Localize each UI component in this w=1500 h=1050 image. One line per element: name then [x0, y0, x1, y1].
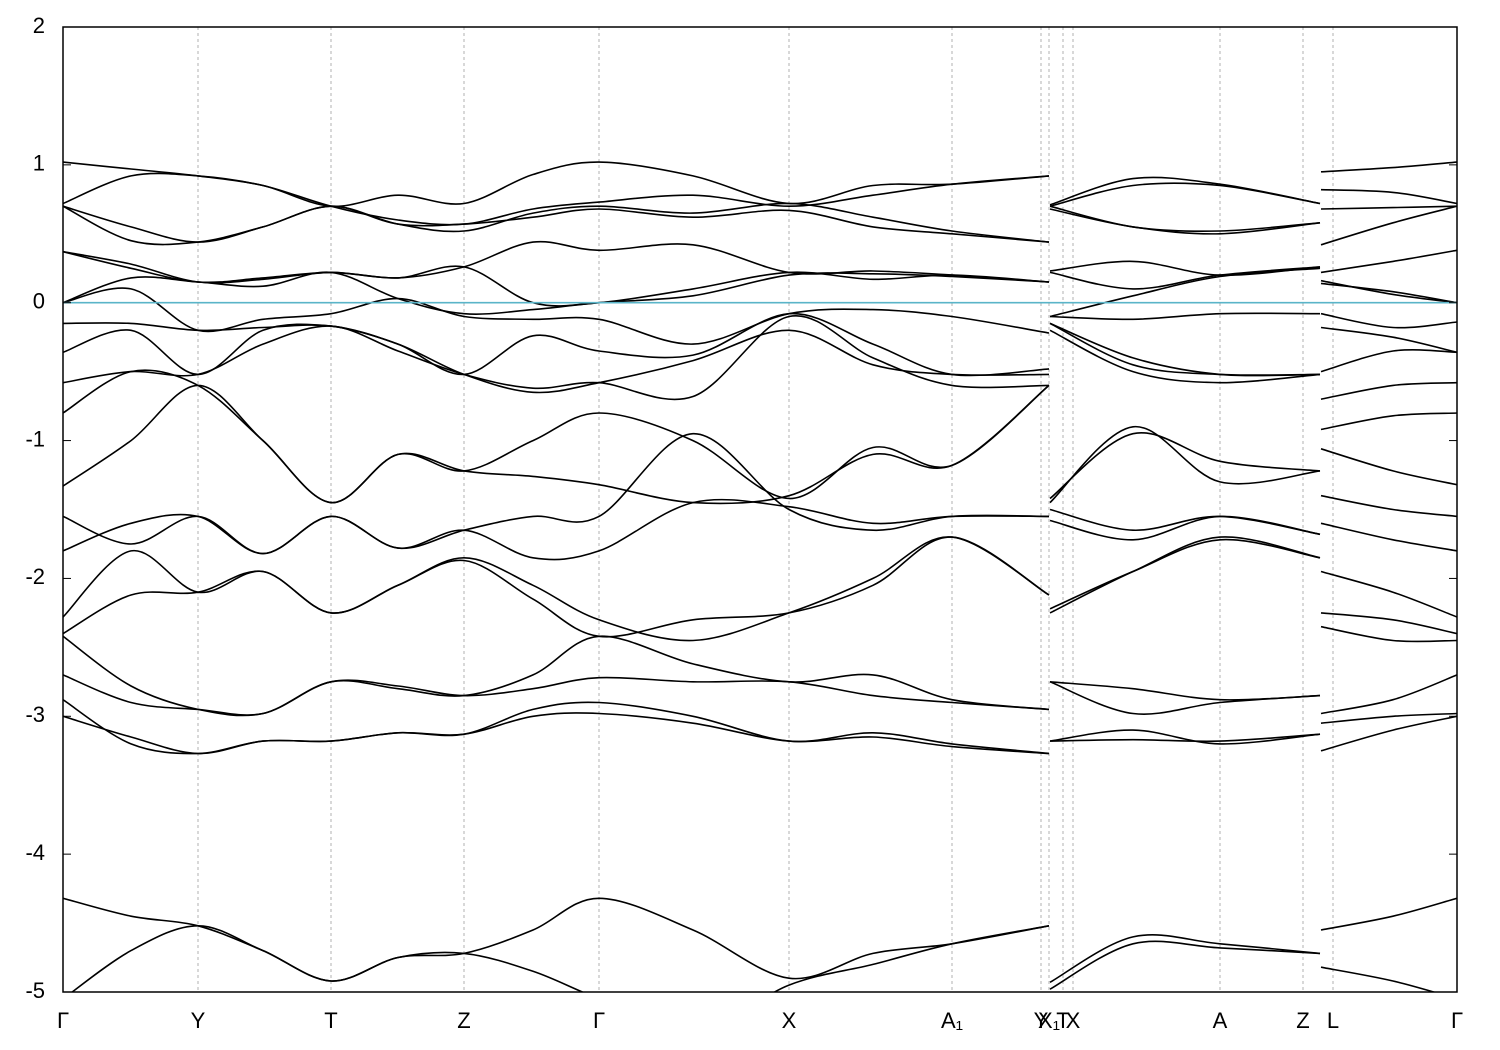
- band-line: [63, 432, 1457, 555]
- band-line: [63, 897, 1457, 984]
- x-tick-label: T: [324, 1008, 337, 1033]
- bands-layer: [63, 161, 1457, 992]
- band-line: [63, 287, 1457, 345]
- y-tick-label: 2: [33, 13, 45, 38]
- band-line: [63, 384, 1457, 505]
- band-line: [63, 712, 1457, 755]
- y-tick-label: -3: [25, 702, 45, 727]
- x-tick-label: X: [1066, 1008, 1081, 1033]
- y-tick-label: -4: [25, 840, 45, 865]
- y-tick-label: 1: [33, 151, 45, 176]
- x-tick-label: Γ: [1451, 1008, 1463, 1033]
- x-tick-label: Γ: [593, 1008, 605, 1033]
- x-tick-label: T: [1056, 1008, 1069, 1033]
- band-line: [63, 202, 1457, 246]
- band-line: [63, 312, 1457, 377]
- x-tick-label: L: [1327, 1008, 1339, 1033]
- x-tick-label: A: [1213, 1008, 1228, 1033]
- band-line: [70, 924, 1437, 992]
- band-line: [63, 161, 1457, 208]
- y-tick-label: 0: [33, 289, 45, 314]
- plot-frame: [62, 26, 1458, 993]
- band-line: [63, 498, 1457, 561]
- x-tick-label: A₁: [941, 1008, 963, 1033]
- grid-layer: [62, 27, 1458, 992]
- band-line: [63, 536, 1457, 638]
- x-tick-label: Y: [1034, 1008, 1049, 1033]
- band-line: [63, 625, 1457, 717]
- band-line: [63, 267, 1457, 318]
- x-tick-label: X₁: [1038, 1008, 1060, 1033]
- y-tick-label: -2: [25, 564, 45, 589]
- band-line: [63, 205, 1457, 243]
- band-line: [63, 674, 1457, 716]
- band-line: [63, 172, 1457, 226]
- x-tick-label: X: [782, 1008, 797, 1033]
- x-tick-label: Z: [1296, 1008, 1309, 1033]
- y-tick-label: -1: [25, 426, 45, 451]
- x-tick-label: Γ: [57, 1008, 69, 1033]
- band-line: [63, 314, 1457, 401]
- band-line: [63, 699, 1457, 755]
- x-tick-label: Z: [457, 1008, 470, 1033]
- x-tick-label: Y: [191, 1008, 206, 1033]
- band-line: [63, 369, 1457, 504]
- y-tick-label: -5: [25, 978, 45, 1003]
